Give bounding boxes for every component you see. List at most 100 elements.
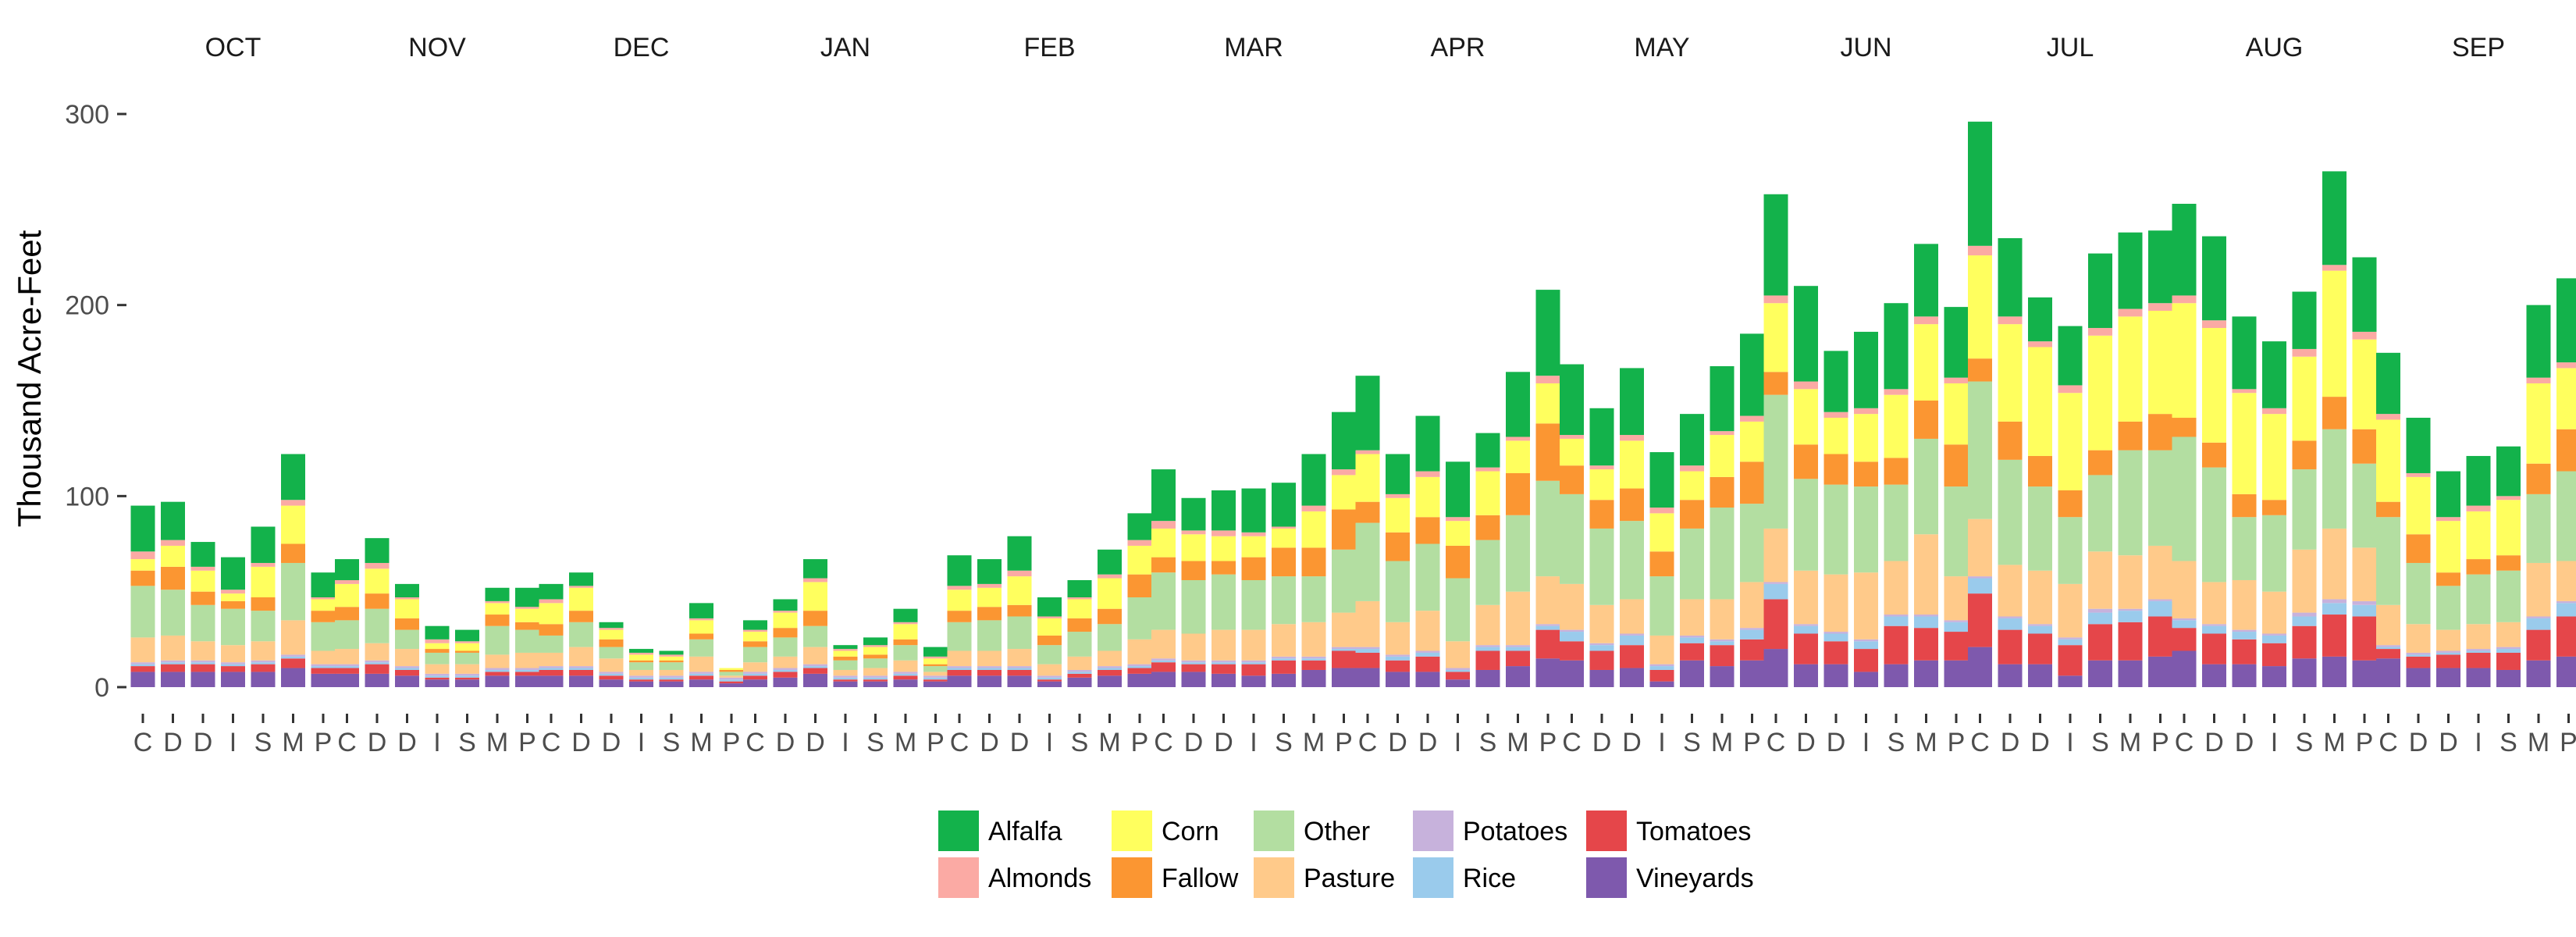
bar-segment-vineyards [2028,664,2052,687]
bar-segment-almonds [773,611,798,613]
bar-segment-fallow [2292,440,2317,470]
x-tick-label: M [486,728,508,757]
bar-segment-fallow [1535,423,1560,481]
bar-segment-fallow [719,669,744,672]
bar-segment-potatoes [1386,654,1410,657]
bar-segment-almonds [2496,496,2521,501]
bar-segment-other [1301,576,1326,622]
bar-segment-potatoes [335,664,359,667]
bar-segment-alfalfa [2352,257,2377,332]
bar-segment-fallow [2118,421,2143,451]
bar-segment-almonds [1301,505,1326,511]
x-tick-label: S [2296,728,2314,757]
bar-segment-corn [569,587,593,611]
bar-segment-almonds [1415,471,1440,477]
stacked-bar [311,572,336,687]
bar-segment-other [539,635,564,653]
bar-segment-corn [1475,471,1500,515]
bar-segment-rice [743,673,767,676]
x-tick-label: S [2091,728,2109,757]
bar-segment-other [2352,463,2377,548]
bar-segment-almonds [1241,532,1266,536]
bar-segment-corn [2556,368,2576,429]
bar-segment-other [659,662,684,670]
bar-segment-rice [515,669,539,672]
bar-segment-vineyards [515,675,539,687]
legend-swatch [1254,857,1294,898]
bar-segment-corn [1151,528,1176,558]
bar-segment-other [977,620,1002,651]
stacked-bar [803,559,827,687]
bar-segment-vineyards [1680,660,1704,687]
bar-segment-corn [455,643,479,651]
bar-segment-other [2172,436,2197,561]
bar-segment-pasture [1127,639,1152,664]
bar-segment-pasture [2172,561,2197,618]
bar-segment-alfalfa [2292,291,2317,349]
bar-segment-pasture [1560,583,1584,630]
bar-segment-potatoes [395,666,419,668]
bar-segment-alfalfa [1037,597,1062,617]
x-tick-label: I [1454,728,1461,757]
bar-segment-almonds [1386,493,1410,498]
bar-segment-fallow [2556,429,2576,472]
bar-segment-potatoes [599,672,624,674]
bar-segment-tomatoes [599,675,624,680]
bar-segment-fallow [2322,397,2347,429]
bar-segment-vineyards [365,673,390,687]
bar-segment-vineyards [2148,656,2172,687]
bar-segment-other [1680,528,1704,600]
legend-item-corn: Corn [1112,811,1219,851]
legend-item-potatoes: Potatoes [1413,811,1567,851]
bar-segment-alfalfa [2436,471,2460,518]
bar-segment-potatoes [1301,656,1326,659]
bar-segment-fallow [365,593,390,609]
bar-segment-almonds [1098,574,1122,579]
bar-segment-other [1944,486,1969,577]
x-tick-label: P [2356,728,2374,757]
bar-segment-other [2262,515,2286,592]
bar-segment-other [833,660,858,670]
x-tick-label: M [895,728,916,757]
bar-segment-other [1823,484,1848,575]
bar-segment-alfalfa [425,625,450,640]
bar-segment-potatoes [1823,632,1848,634]
bar-segment-other [719,672,744,676]
bar-segment-tomatoes [1098,669,1122,676]
bar-segment-rice [1998,618,2023,630]
bar-segment-potatoes [629,675,653,678]
bar-segment-corn [1794,389,1818,445]
x-tick-label: D [806,728,825,757]
bar-segment-other [1415,543,1440,611]
bar-segment-rice [893,673,918,676]
bar-segment-corn [161,545,185,567]
bar-segment-almonds [629,652,653,655]
bar-segment-tomatoes [515,672,539,676]
bar-segment-almonds [2058,385,2083,394]
bar-segment-fallow [1506,472,1530,515]
bar-segment-potatoes [1998,616,2023,618]
bar-segment-rice [485,669,510,672]
bar-segment-almonds [2436,517,2460,522]
bar-segment-rice [395,668,419,670]
bar-segment-fallow [743,641,767,647]
bar-segment-tomatoes [2322,615,2347,657]
stacked-bar [2322,171,2347,687]
x-tick-label: D [1184,728,1204,757]
bar-segment-almonds [1794,381,1818,390]
bar-segment-vineyards [599,679,624,687]
bar-segment-tomatoes [539,669,564,676]
bar-segment-potatoes [1535,624,1560,626]
bar-segment-alfalfa [1272,483,1296,527]
bar-segment-vineyards [2262,666,2286,687]
bar-segment-rice [251,662,276,664]
bar-segment-fallow [977,607,1002,621]
stacked-bar [2526,305,2551,687]
x-tick-label: P [518,728,536,757]
bar-segment-almonds [1475,467,1500,472]
stacked-bar [1127,513,1152,687]
stacked-bar [1151,469,1176,687]
bar-segment-almonds [1710,431,1735,436]
